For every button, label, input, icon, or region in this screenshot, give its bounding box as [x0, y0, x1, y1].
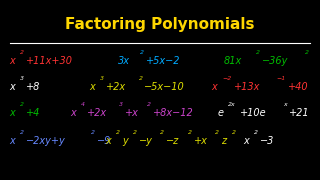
Text: 2: 2 [215, 130, 219, 135]
Text: 2: 2 [254, 130, 258, 135]
Text: +5x−2: +5x−2 [146, 56, 180, 66]
Text: x: x [10, 56, 15, 66]
Text: 2: 2 [91, 130, 95, 135]
Text: x: x [243, 136, 249, 146]
Text: 2: 2 [20, 130, 24, 135]
Text: z: z [221, 136, 226, 146]
Text: 81x: 81x [224, 56, 242, 66]
Text: +40: +40 [288, 82, 309, 92]
Text: −z: −z [166, 136, 180, 146]
Text: 2: 2 [139, 76, 142, 81]
Text: x: x [211, 82, 217, 92]
Text: x: x [106, 136, 111, 146]
Text: 2: 2 [232, 130, 236, 135]
Text: 3: 3 [20, 76, 24, 81]
Text: 2: 2 [133, 130, 137, 135]
Text: 3: 3 [119, 102, 123, 107]
Text: +x: +x [125, 108, 139, 118]
Text: x: x [10, 82, 15, 92]
Text: +11x+30: +11x+30 [26, 56, 73, 66]
Text: −3: −3 [260, 136, 274, 146]
Text: −36y: −36y [262, 56, 289, 66]
Text: −2: −2 [222, 76, 231, 81]
Text: 2: 2 [140, 50, 144, 55]
Text: x: x [70, 108, 76, 118]
Text: Factoring Polynomials: Factoring Polynomials [65, 17, 255, 32]
Text: 3: 3 [100, 76, 104, 81]
Text: 2: 2 [116, 130, 120, 135]
Text: x: x [90, 82, 95, 92]
Text: +2x: +2x [87, 108, 107, 118]
Text: +10e: +10e [240, 108, 267, 118]
Text: +x: +x [194, 136, 207, 146]
Text: 2x: 2x [228, 102, 236, 107]
Text: 2: 2 [147, 102, 151, 107]
Text: 3x: 3x [118, 56, 131, 66]
Text: −5x−10: −5x−10 [144, 82, 185, 92]
Text: 2: 2 [188, 130, 192, 135]
Text: 2: 2 [20, 50, 24, 55]
Text: x: x [10, 108, 15, 118]
Text: 2: 2 [256, 50, 260, 55]
Text: 2: 2 [160, 130, 164, 135]
Text: +8x−12: +8x−12 [153, 108, 193, 118]
Text: −9: −9 [97, 136, 111, 146]
Text: +4: +4 [26, 108, 41, 118]
Text: x: x [283, 102, 287, 107]
Text: x: x [10, 136, 15, 146]
Text: +2x: +2x [106, 82, 126, 92]
Text: −y: −y [139, 136, 153, 146]
Text: e: e [218, 108, 224, 118]
Text: 2: 2 [305, 50, 309, 55]
Text: −1: −1 [277, 76, 286, 81]
Text: 2: 2 [20, 102, 24, 107]
Text: −2xy+y: −2xy+y [26, 136, 66, 146]
Text: +13x: +13x [234, 82, 260, 92]
Text: 4: 4 [81, 102, 85, 107]
Text: +8: +8 [26, 82, 41, 92]
Text: y: y [122, 136, 128, 146]
Text: +21: +21 [289, 108, 310, 118]
